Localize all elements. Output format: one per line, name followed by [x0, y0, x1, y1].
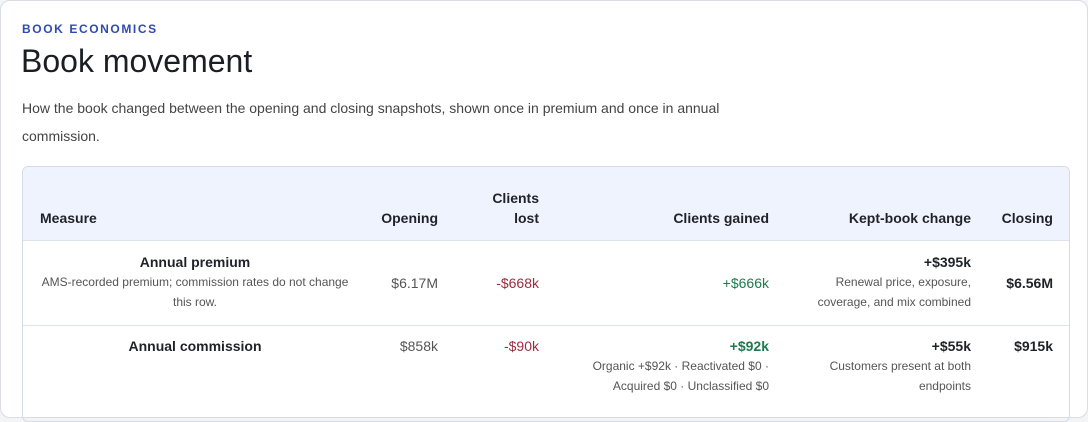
clients-gained: +$666k [722, 275, 769, 291]
table-frame: Measure Opening Clients lost Clients gai… [22, 166, 1070, 422]
column-header: Clients lost [454, 167, 555, 241]
measure-cell: Annual commission [23, 325, 367, 421]
eyebrow: BOOK ECONOMICS [22, 22, 158, 36]
column-header: Measure [23, 167, 367, 241]
kept-change: +$395k [923, 254, 971, 270]
closing: $915k [987, 325, 1069, 421]
measure-name: Annual commission [128, 338, 262, 354]
clients-lost: -$90k [454, 325, 555, 421]
gained-cell: +$666k [555, 240, 785, 326]
column-header: Clients gained [555, 167, 785, 241]
kept-change: +$55k [931, 338, 971, 354]
kept-cell: +$55k Customers present at both endpoints [785, 325, 987, 421]
column-header: Opening [367, 167, 454, 241]
clients-lost: -$668k [454, 240, 555, 326]
table: Measure Opening Clients lost Clients gai… [23, 167, 1069, 421]
header-row: Measure Opening Clients lost Clients gai… [23, 167, 1069, 241]
kept-cell: +$395k Renewal price, exposure, coverage,… [785, 240, 987, 326]
measure-note: AMS-recorded premium; commission rates d… [41, 275, 349, 309]
column-header-text: Clients lost [492, 190, 539, 226]
kept-note: Renewal price, exposure, coverage, and m… [817, 275, 971, 309]
measure-cell: Annual premium AMS-recorded premium; comm… [23, 240, 367, 326]
closing: $6.56M [987, 240, 1069, 326]
description: How the book changed between the opening… [22, 100, 720, 144]
row: Annual commission $858k -$90k +$92k Organ… [23, 325, 1069, 421]
opening: $6.17M [367, 240, 454, 326]
measure-name: Annual premium [139, 254, 251, 270]
kept-note: Customers present at both endpoints [829, 359, 971, 393]
clients-gained: +$92k [729, 338, 769, 354]
column-header: Closing [987, 167, 1069, 241]
opening: $858k [367, 325, 454, 421]
gained-note: Organic +$92k · Reactivated $0 · Acquire… [592, 359, 769, 393]
gained-cell: +$92k Organic +$92k · Reactivated $0 · Ac… [555, 325, 785, 421]
row: Annual premium AMS-recorded premium; comm… [23, 240, 1069, 326]
column-header: Kept-book change [785, 167, 987, 241]
title: Book movement [21, 43, 253, 79]
